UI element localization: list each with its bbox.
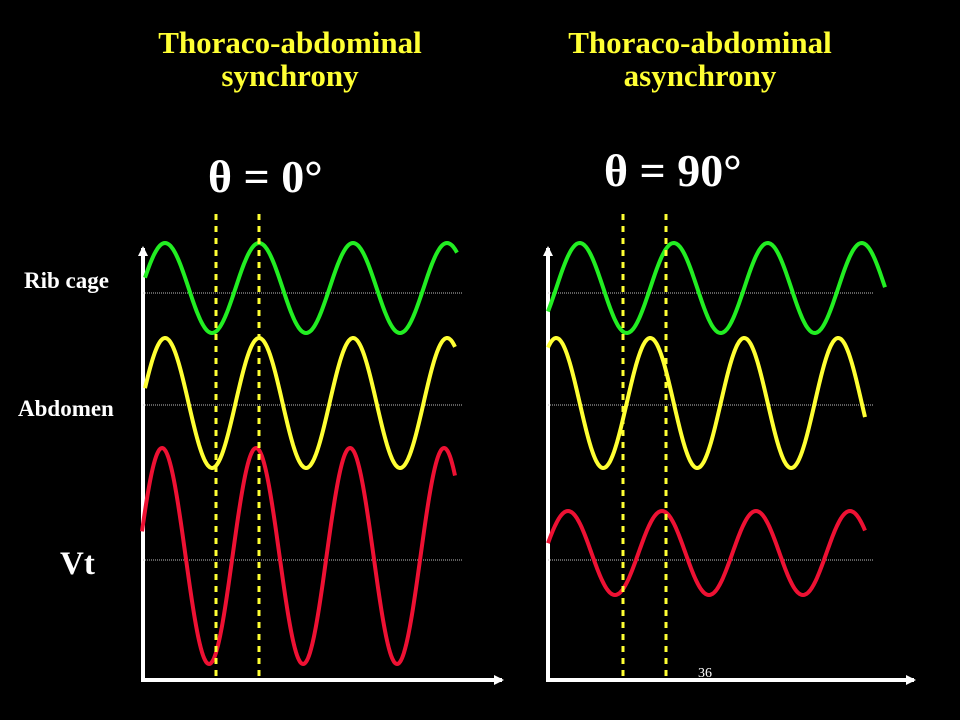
left-phase-angle: θ = 0° (208, 151, 323, 202)
right-title-line2: asynchrony (623, 58, 777, 93)
right-abdomen-wave (546, 336, 867, 470)
left-panel-title: Thoraco-abdominal synchrony (90, 26, 490, 92)
right-phase-angle: θ = 90° (604, 145, 742, 196)
left-title-line2: synchrony (221, 58, 359, 93)
page-number: 36 (698, 666, 712, 681)
right-rib-cage-wave (546, 241, 887, 335)
left-vt-wave (140, 446, 457, 666)
left-abdomen-wave (143, 336, 457, 470)
vt-label: Vt (60, 546, 95, 582)
left-title-line1: Thoraco-abdominal (158, 25, 422, 60)
right-panel-title: Thoraco-abdominal asynchrony (500, 26, 900, 92)
left-rib-cage-wave (143, 241, 459, 335)
abdomen-label: Abdomen (18, 396, 114, 421)
rib-cage-label: Rib cage (24, 268, 109, 293)
right-vt-wave (546, 509, 867, 597)
right-title-line1: Thoraco-abdominal (568, 25, 832, 60)
